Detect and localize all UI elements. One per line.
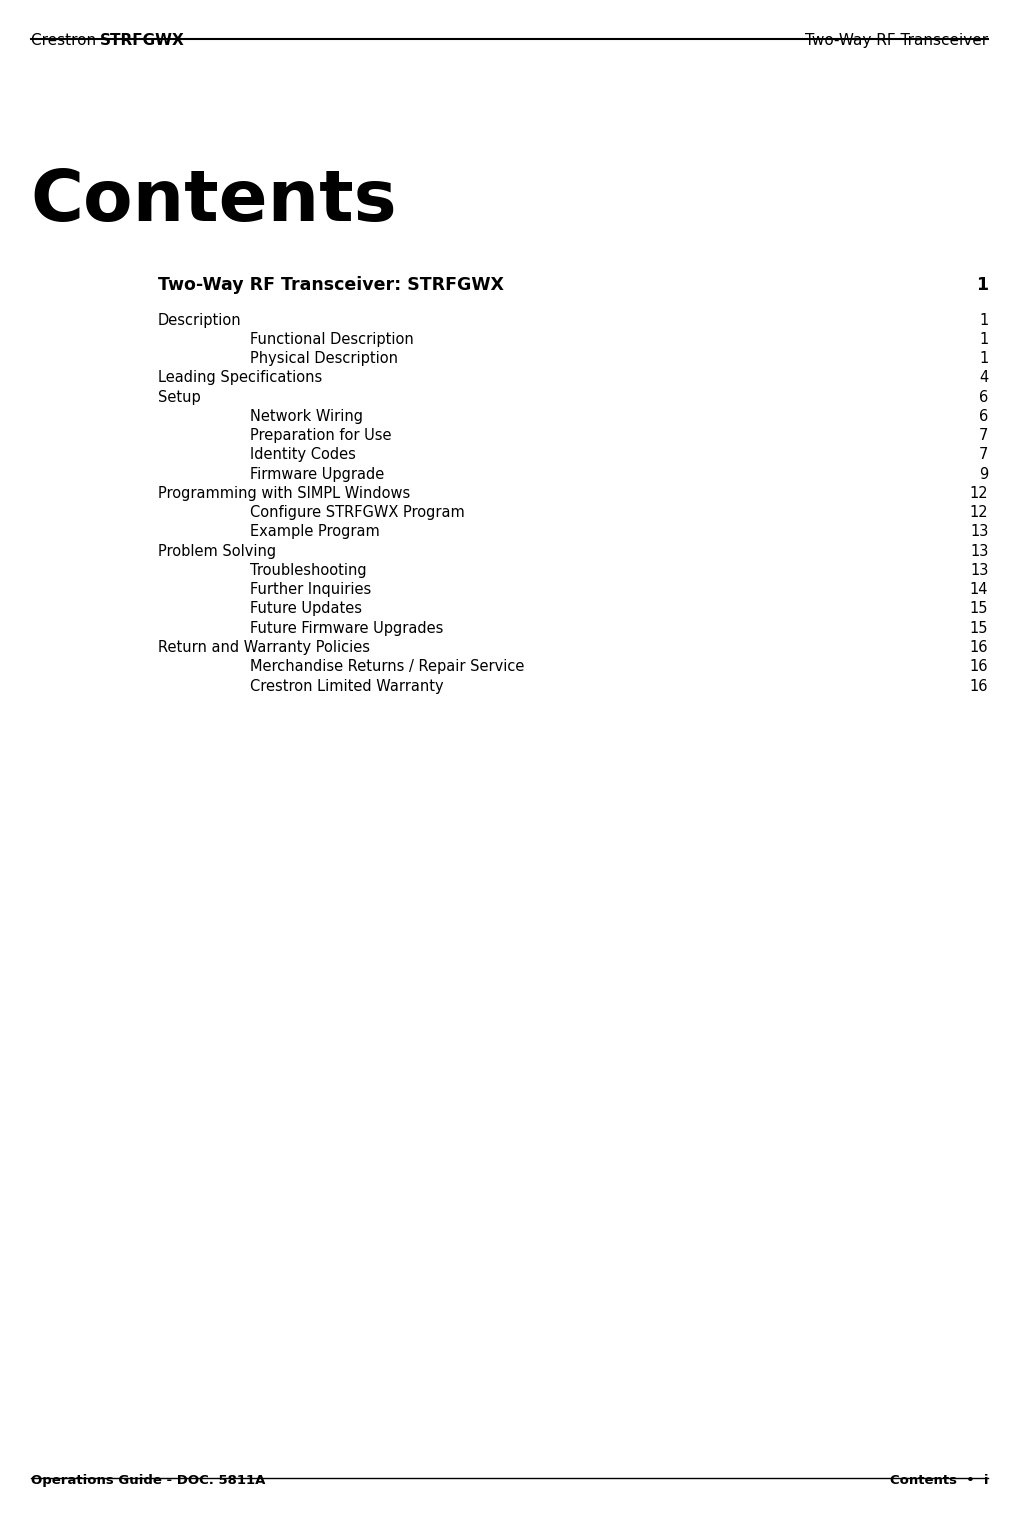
- Text: Contents  •  i: Contents • i: [890, 1473, 988, 1487]
- Text: 13: 13: [970, 543, 988, 558]
- Text: Functional Description: Functional Description: [250, 332, 414, 347]
- Text: Description: Description: [158, 313, 242, 328]
- Text: Preparation for Use: Preparation for Use: [250, 428, 391, 443]
- Text: 6: 6: [979, 410, 988, 423]
- Text: 4: 4: [979, 370, 988, 385]
- Text: Physical Description: Physical Description: [250, 350, 397, 366]
- Text: Contents: Contents: [31, 167, 397, 235]
- Text: 9: 9: [979, 467, 988, 481]
- Text: Future Firmware Upgrades: Future Firmware Upgrades: [250, 620, 443, 636]
- Text: Setup: Setup: [158, 390, 201, 405]
- Text: Firmware Upgrade: Firmware Upgrade: [250, 467, 384, 481]
- Text: 7: 7: [979, 428, 988, 443]
- Text: Programming with SIMPL Windows: Programming with SIMPL Windows: [158, 485, 411, 501]
- Text: Crestron: Crestron: [31, 33, 101, 49]
- Text: Crestron Limited Warranty: Crestron Limited Warranty: [250, 678, 443, 693]
- Text: 14: 14: [970, 583, 988, 598]
- Text: 12: 12: [970, 485, 988, 501]
- Text: STRFGWX: STRFGWX: [100, 33, 184, 49]
- Text: Two-Way RF Transceiver: Two-Way RF Transceiver: [805, 33, 988, 49]
- Text: 1: 1: [979, 332, 988, 347]
- Text: 15: 15: [970, 620, 988, 636]
- Text: Problem Solving: Problem Solving: [158, 543, 276, 558]
- Text: Identity Codes: Identity Codes: [250, 448, 356, 463]
- Text: Future Updates: Future Updates: [250, 602, 362, 616]
- Text: 15: 15: [970, 602, 988, 616]
- Text: Example Program: Example Program: [250, 525, 379, 540]
- Text: Operations Guide - DOC. 5811A: Operations Guide - DOC. 5811A: [31, 1473, 265, 1487]
- Text: Merchandise Returns / Repair Service: Merchandise Returns / Repair Service: [250, 660, 524, 674]
- Text: 13: 13: [970, 563, 988, 578]
- Text: 6: 6: [979, 390, 988, 405]
- Text: Two-Way RF Transceiver: STRFGWX: Two-Way RF Transceiver: STRFGWX: [158, 276, 503, 294]
- Text: 12: 12: [970, 505, 988, 520]
- Text: 16: 16: [970, 660, 988, 674]
- Text: 1: 1: [979, 313, 988, 328]
- Text: Return and Warranty Policies: Return and Warranty Policies: [158, 640, 370, 655]
- Text: Troubleshooting: Troubleshooting: [250, 563, 366, 578]
- Text: 1: 1: [979, 350, 988, 366]
- Text: 7: 7: [979, 448, 988, 463]
- Text: 16: 16: [970, 640, 988, 655]
- Text: 1: 1: [976, 276, 988, 294]
- Text: Configure STRFGWX Program: Configure STRFGWX Program: [250, 505, 465, 520]
- Text: Further Inquiries: Further Inquiries: [250, 583, 371, 598]
- Text: Network Wiring: Network Wiring: [250, 410, 363, 423]
- Text: Leading Specifications: Leading Specifications: [158, 370, 322, 385]
- Text: 13: 13: [970, 525, 988, 540]
- Text: 16: 16: [970, 678, 988, 693]
